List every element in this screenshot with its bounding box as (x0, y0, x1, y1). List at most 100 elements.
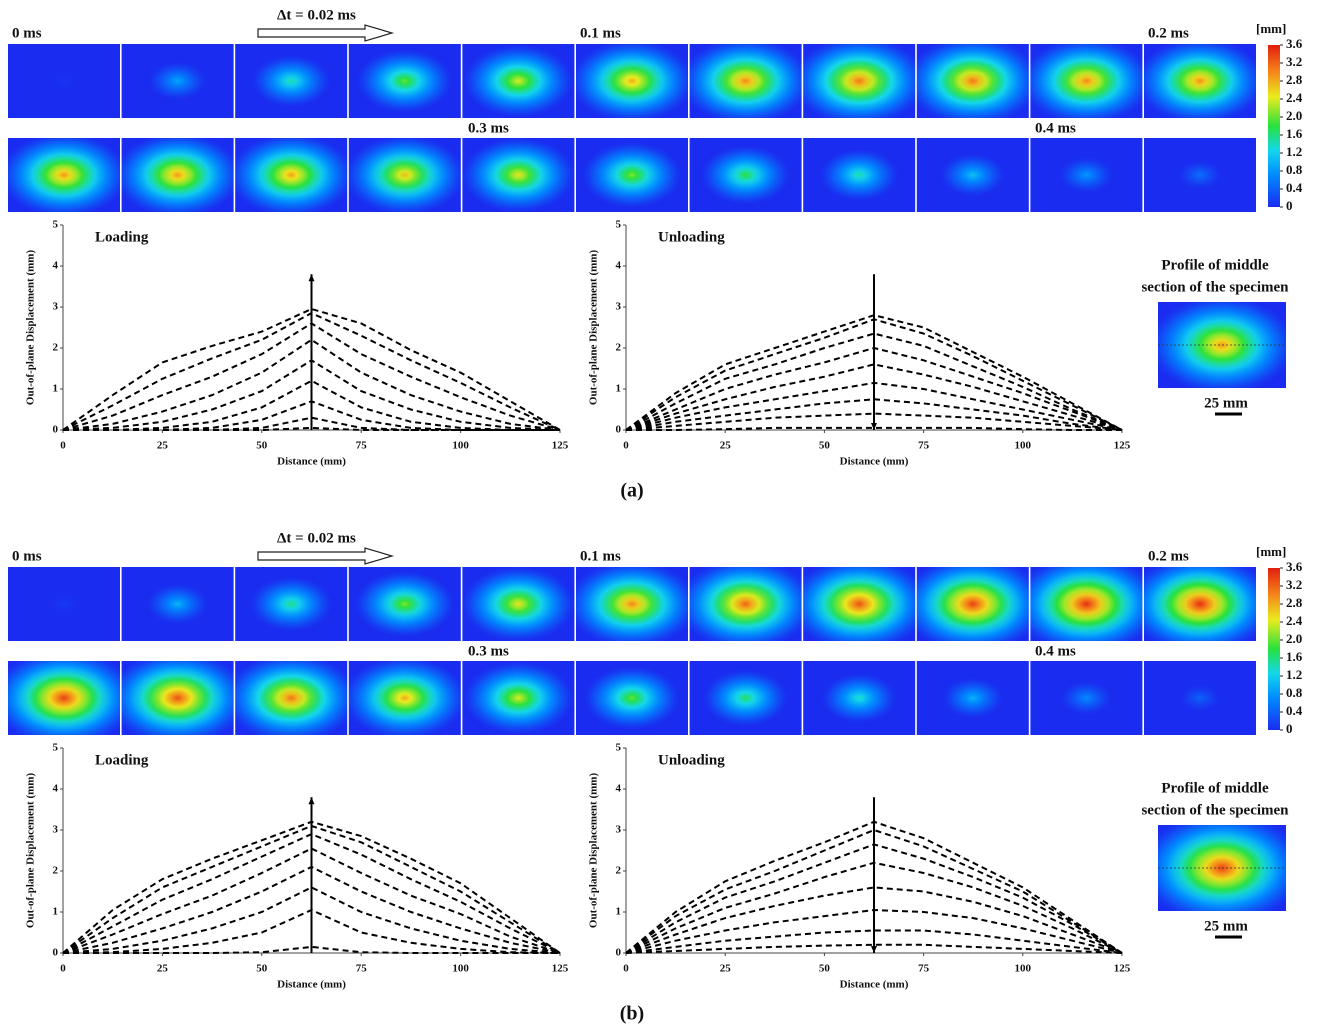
x-tick-label: 100 (452, 963, 469, 975)
chart-title: Loading (95, 229, 149, 245)
colorbar-tick-label: 1.6 (1286, 126, 1303, 141)
y-tick-label: 0 (616, 947, 622, 959)
x-tick-label: 75 (918, 963, 930, 975)
heatmap-frame (689, 138, 802, 212)
heatmap-frame (916, 567, 1029, 641)
x-tick-label: 0 (60, 963, 66, 975)
colorbar-tick-label: 1.2 (1286, 667, 1302, 682)
colorbar-tick-label: 1.6 (1286, 649, 1303, 664)
heatmap-frame (803, 44, 916, 118)
x-tick-label: 125 (1114, 440, 1131, 452)
time-label: 0.4 ms (1035, 120, 1076, 136)
y-tick-label: 4 (616, 783, 622, 795)
heatmap-frame (1030, 44, 1143, 118)
heatmap-frame (576, 567, 688, 641)
chart-title: Unloading (658, 752, 725, 768)
y-tick-label: 5 (616, 219, 622, 231)
displacement-curve (626, 426, 1122, 431)
displacement-curve (625, 332, 1123, 431)
x-axis-label: Distance (mm) (277, 979, 346, 991)
heatmap-frame (576, 661, 688, 735)
y-tick-label: 3 (616, 824, 622, 836)
colorbar-tick-label: 0.8 (1286, 162, 1303, 177)
displacement-curve (62, 847, 561, 954)
x-tick-label: 75 (356, 440, 368, 452)
colorbar-tick-label: 0.4 (1286, 703, 1303, 718)
panel-label: (b) (620, 1003, 644, 1025)
heatmap-frame (235, 138, 348, 212)
y-axis-label: Out-of-plane Displacement (mm) (25, 773, 37, 929)
arrow-head (308, 797, 315, 805)
colorbar-tick-label: 1.2 (1286, 144, 1302, 159)
displacement-curve (63, 379, 560, 431)
heatmap-frame (121, 661, 234, 735)
heatmap-frame (576, 44, 688, 118)
panel-label: (a) (620, 480, 643, 502)
y-tick-label: 1 (616, 906, 622, 918)
y-tick-label: 0 (53, 947, 59, 959)
colorbar-tick-label: 3.6 (1286, 559, 1303, 574)
y-axis-label: Out-of-plane Displacement (mm) (588, 773, 600, 929)
y-tick-label: 1 (53, 383, 59, 395)
heatmap-frame (348, 138, 461, 212)
heatmap-frame (916, 138, 1029, 212)
time-label: 0 ms (12, 548, 42, 564)
heatmap-frame (121, 44, 234, 118)
heatmap-frame (1144, 567, 1256, 641)
y-tick-label: 0 (53, 424, 59, 436)
x-tick-label: 125 (552, 440, 569, 452)
heatmap-frame (235, 44, 348, 118)
colorbar-tick-label: 0 (1286, 721, 1293, 736)
x-tick-label: 25 (720, 963, 732, 975)
x-tick-label: 25 (157, 963, 169, 975)
y-axis-label: Out-of-plane Displacement (mm) (588, 250, 600, 406)
x-tick-label: 25 (720, 440, 732, 452)
x-tick-label: 0 (60, 440, 66, 452)
y-tick-label: 4 (53, 783, 59, 795)
y-tick-label: 2 (616, 342, 622, 354)
colorbar (1268, 568, 1280, 730)
heatmap-frame (689, 567, 802, 641)
colorbar-unit: [mm] (1256, 544, 1286, 559)
heatmap-frame (462, 567, 575, 641)
heatmap-frame (348, 661, 461, 735)
heatmap-frame (8, 138, 120, 212)
displacement-curve (625, 412, 1123, 431)
heatmap-frame (462, 44, 575, 118)
colorbar-tick-label: 2.4 (1286, 613, 1303, 628)
heatmap-frame (121, 138, 234, 212)
displacement-curve (63, 945, 560, 954)
heatmap-frame (462, 661, 575, 735)
colorbar-tick-label: 2.8 (1286, 595, 1303, 610)
x-tick-label: 75 (918, 440, 930, 452)
y-tick-label: 5 (53, 742, 59, 754)
time-arrow (257, 547, 395, 565)
heatmap-frame (348, 44, 461, 118)
colorbar-tick-label: 2.0 (1286, 108, 1302, 123)
y-tick-label: 4 (53, 260, 59, 272)
heatmap-frame (803, 138, 916, 212)
chart-title: Loading (95, 752, 149, 768)
heatmap-frame (1144, 138, 1256, 212)
x-axis-label: Distance (mm) (840, 979, 909, 991)
heatmap-frame (1030, 661, 1143, 735)
arrow-head (308, 274, 315, 282)
heatmap-frame (8, 661, 120, 735)
x-tick-label: 125 (1114, 963, 1131, 975)
x-tick-label: 100 (1015, 440, 1032, 452)
profile-title: section of the specimen (1141, 802, 1289, 818)
heatmap-frame (462, 138, 575, 212)
x-tick-label: 100 (1015, 963, 1032, 975)
y-tick-label: 0 (616, 424, 622, 436)
displacement-curve (62, 886, 561, 954)
y-tick-label: 2 (53, 342, 59, 354)
x-tick-label: 50 (256, 963, 268, 975)
time-label: 0.2 ms (1148, 548, 1189, 564)
heatmap-frame (1144, 44, 1256, 118)
heatmap-frame (8, 567, 120, 641)
time-label: 0.2 ms (1148, 25, 1189, 41)
y-tick-label: 1 (53, 906, 59, 918)
profile-title: Profile of middle (1161, 780, 1269, 796)
heatmap-frame (1030, 138, 1143, 212)
